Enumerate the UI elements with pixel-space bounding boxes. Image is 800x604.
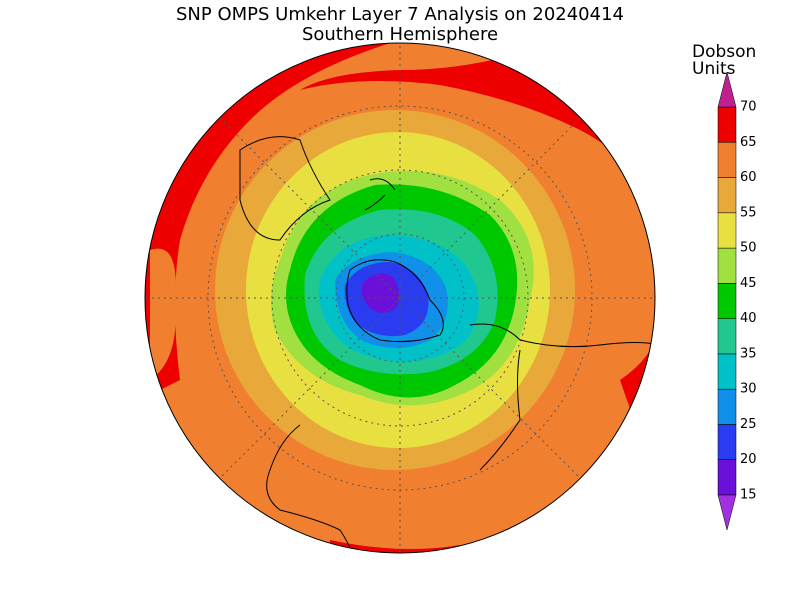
colorbar-tick-label: 55 (740, 205, 757, 220)
colorbar-label: Dobson (692, 42, 756, 62)
colorbar-tick-label: 40 (740, 311, 757, 326)
colorbar-band (717, 247, 737, 284)
subtitle: Southern Hemisphere (302, 24, 498, 45)
colorbar-tick-label: 15 (740, 488, 757, 503)
ozone-map (145, 43, 655, 553)
colorbar-band (717, 353, 737, 390)
colorbar-tick-label: 35 (740, 346, 757, 361)
colorbar-band (717, 283, 737, 319)
colorbar-tick-label: 45 (740, 276, 757, 291)
colorbar-tick-label: 60 (740, 170, 757, 185)
colorbar-over (717, 71, 737, 108)
colorbar-band (717, 318, 737, 355)
globe-outline (144, 42, 656, 554)
colorbar-band (717, 142, 737, 178)
colorbar-under (717, 494, 737, 531)
colorbar-tick-label: 65 (740, 135, 757, 150)
colorbar-band (717, 459, 737, 496)
colorbar-label: Units (692, 59, 736, 79)
colorbar-tick-label: 70 (740, 100, 757, 115)
colorbar-band (717, 388, 737, 425)
title: SNP OMPS Umkehr Layer 7 Analysis on 2024… (176, 4, 624, 25)
colorbar-tick-label: 50 (740, 241, 757, 256)
colorbar-tick-label: 25 (740, 417, 757, 432)
colorbar-band (717, 177, 737, 214)
colorbar: 15 20 25 30 35 40 45 50 55 60 65 70 (717, 71, 757, 531)
colorbar-band (717, 424, 737, 460)
colorbar-band (717, 106, 737, 143)
colorbar-tick-label: 20 (740, 452, 757, 467)
colorbar-band (717, 212, 737, 249)
colorbar-tick-label: 30 (740, 382, 757, 397)
